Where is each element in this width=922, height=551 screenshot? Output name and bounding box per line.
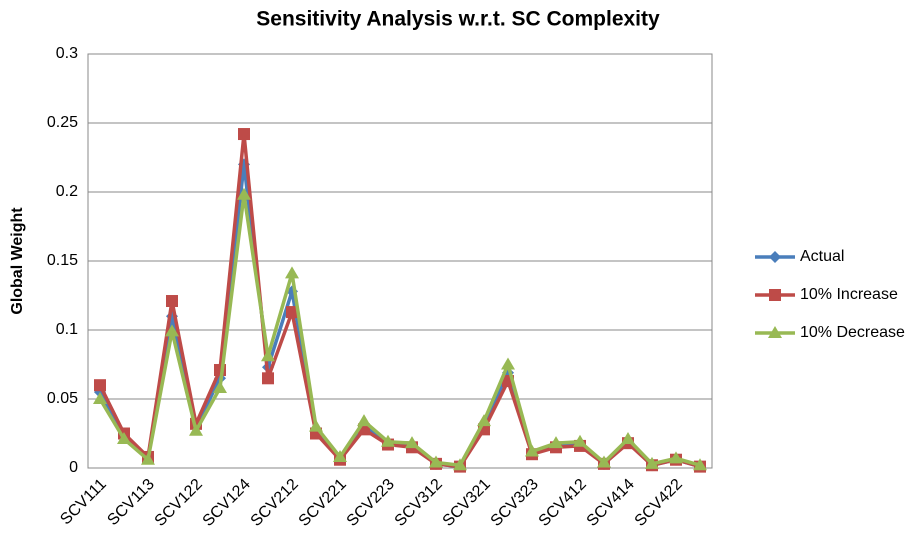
x-tick-label: SCV111 — [57, 476, 110, 529]
point — [213, 380, 227, 393]
point — [429, 455, 443, 468]
x-tick-label: SCV412 — [536, 476, 590, 530]
point — [166, 295, 178, 308]
x-tick-label: SCV124 — [200, 476, 254, 530]
point — [141, 452, 155, 465]
y-tick-label: 0 — [69, 459, 78, 476]
point — [165, 324, 179, 337]
point — [525, 444, 539, 457]
y-tick-label: 0.2 — [56, 183, 78, 200]
x-tick-label: SCV321 — [440, 476, 494, 530]
chart-title: Sensitivity Analysis w.r.t. SC Complexit… — [256, 8, 660, 31]
x-tick-label: SCV323 — [488, 476, 542, 530]
y-axis-label: Global Weight — [9, 207, 26, 315]
x-tick-label: SCV223 — [344, 476, 398, 530]
point — [309, 419, 323, 432]
point — [621, 432, 635, 445]
legend-label: 10% Increase — [800, 286, 898, 303]
point — [286, 306, 298, 319]
legend-label: 10% Decrease — [800, 324, 905, 341]
x-tick-label: SCV221 — [296, 476, 350, 530]
x-tick-label: SCV422 — [632, 476, 686, 530]
point — [117, 432, 131, 445]
point — [238, 128, 250, 141]
point — [381, 434, 395, 447]
x-tick-label: SCV122 — [152, 476, 206, 530]
point — [333, 449, 347, 462]
series-line — [98, 193, 701, 467]
point — [94, 379, 106, 392]
point — [549, 436, 563, 449]
point — [645, 456, 659, 469]
point — [357, 414, 371, 427]
legend-marker — [768, 326, 782, 338]
point — [693, 458, 707, 471]
point — [189, 423, 203, 436]
y-tick-label: 0.15 — [47, 252, 78, 269]
point — [237, 187, 251, 200]
legend-marker — [769, 289, 781, 301]
x-tick-label: SCV312 — [392, 476, 446, 530]
point — [573, 434, 587, 447]
point — [669, 451, 683, 464]
point — [262, 372, 274, 385]
y-tick-label: 0.05 — [47, 390, 78, 407]
point — [405, 436, 419, 449]
point — [261, 349, 275, 362]
legend-label: Actual — [800, 248, 844, 265]
point — [453, 458, 467, 471]
y-tick-label: 0.1 — [56, 321, 78, 338]
series-line — [98, 132, 701, 469]
x-tick-label: SCV113 — [104, 476, 157, 529]
point — [285, 266, 299, 279]
point — [501, 357, 515, 370]
y-tick-label: 0.25 — [47, 114, 78, 131]
y-tick-label: 0.3 — [56, 45, 78, 62]
point — [477, 414, 491, 427]
point — [597, 455, 611, 468]
x-tick-label: SCV212 — [248, 476, 302, 530]
point — [93, 392, 107, 404]
x-tick-label: SCV414 — [584, 476, 638, 530]
legend-marker — [769, 251, 781, 263]
